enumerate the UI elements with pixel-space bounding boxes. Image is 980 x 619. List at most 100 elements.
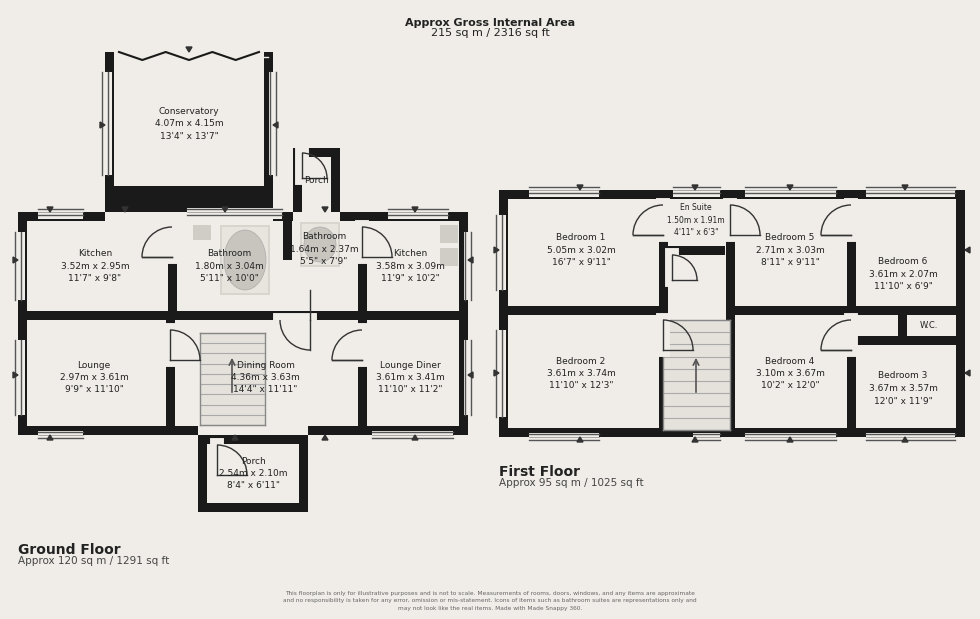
Bar <box>168 212 177 320</box>
Bar <box>866 433 955 444</box>
Polygon shape <box>412 207 418 212</box>
Bar <box>168 227 178 257</box>
Polygon shape <box>692 437 698 442</box>
Polygon shape <box>787 185 793 190</box>
Bar <box>207 444 299 503</box>
Bar <box>125 52 133 61</box>
Bar <box>293 212 340 221</box>
Bar <box>293 157 302 212</box>
Text: Dining Room
4.36m x 3.63m
14'4" x 11'11": Dining Room 4.36m x 3.63m 14'4" x 11'11" <box>231 360 300 394</box>
Bar <box>300 222 340 267</box>
Polygon shape <box>965 370 970 376</box>
Bar <box>264 52 273 195</box>
Bar <box>18 212 27 320</box>
Bar <box>659 320 669 350</box>
Text: Bedroom 6
3.61m x 2.07m
11'10" x 6'9": Bedroom 6 3.61m x 2.07m 11'10" x 6'9" <box>868 257 938 291</box>
Text: Kitchen
3.52m x 2.95m
11'7" x 9'8": Kitchen 3.52m x 2.95m 11'7" x 9'8" <box>61 249 129 283</box>
Polygon shape <box>100 122 105 128</box>
Polygon shape <box>494 247 499 253</box>
Bar <box>105 212 273 221</box>
Bar <box>508 306 663 315</box>
Bar <box>269 72 280 175</box>
Text: First Floor: First Floor <box>499 465 580 479</box>
Bar <box>673 186 720 197</box>
Text: Conservatory
4.07m x 4.15m
13'4" x 13'7": Conservatory 4.07m x 4.15m 13'4" x 13'7" <box>155 106 223 141</box>
Bar <box>148 52 156 61</box>
Bar <box>198 435 207 512</box>
Polygon shape <box>13 257 18 263</box>
Bar <box>440 225 458 243</box>
Polygon shape <box>47 207 53 212</box>
Bar <box>659 190 668 437</box>
Bar <box>529 433 599 444</box>
Text: 215 sq m / 2316 sq ft: 215 sq m / 2316 sq ft <box>430 28 550 38</box>
Polygon shape <box>222 207 228 212</box>
Bar <box>464 232 475 300</box>
Bar <box>18 320 27 435</box>
Bar <box>114 61 264 186</box>
Polygon shape <box>412 435 418 440</box>
Text: Bathroom
1.64m x 2.37m
5'5" x 7'9": Bathroom 1.64m x 2.37m 5'5" x 7'9" <box>290 232 359 266</box>
Bar <box>693 433 720 444</box>
Bar <box>847 205 857 235</box>
Bar <box>302 157 331 203</box>
Bar <box>27 221 459 311</box>
Bar <box>299 435 308 512</box>
Bar <box>440 248 458 266</box>
Bar <box>898 310 907 340</box>
Bar <box>358 227 368 257</box>
Text: Approx Gross Internal Area: Approx Gross Internal Area <box>405 18 575 28</box>
Bar <box>459 320 468 435</box>
Bar <box>198 503 308 512</box>
Text: Approx 120 sq m / 1291 sq ft: Approx 120 sq m / 1291 sq ft <box>18 556 170 566</box>
Bar <box>105 195 273 212</box>
Bar <box>18 212 468 221</box>
Text: En Suite
1.50m x 1.91m
4'11" x 6'3": En Suite 1.50m x 1.91m 4'11" x 6'3" <box>667 203 725 237</box>
Bar <box>242 52 250 61</box>
Text: Lounge Diner
3.61m x 3.41m
11'10" x 11'2": Lounge Diner 3.61m x 3.41m 11'10" x 11'2… <box>375 360 444 394</box>
Polygon shape <box>122 207 128 212</box>
Bar <box>18 311 468 320</box>
Bar <box>866 186 955 197</box>
Bar <box>499 190 508 437</box>
Bar <box>105 186 273 195</box>
Polygon shape <box>322 207 328 212</box>
Bar <box>302 224 338 265</box>
Bar <box>331 157 340 212</box>
Polygon shape <box>577 185 583 190</box>
Polygon shape <box>47 435 53 440</box>
Bar <box>464 340 475 415</box>
Text: Bedroom 2
3.61m x 3.74m
11'10" x 12'3": Bedroom 2 3.61m x 3.74m 11'10" x 12'3" <box>547 357 615 391</box>
Bar <box>166 320 175 435</box>
Bar <box>101 72 112 175</box>
Bar <box>218 52 226 61</box>
Bar <box>855 336 960 345</box>
Text: Bedroom 1
5.05m x 3.02m
16'7" x 9'11": Bedroom 1 5.05m x 3.02m 16'7" x 9'11" <box>547 233 615 267</box>
Bar <box>280 316 310 326</box>
Bar <box>38 431 83 442</box>
Bar <box>372 431 453 442</box>
Bar <box>726 205 736 235</box>
Bar <box>220 225 270 295</box>
Polygon shape <box>692 185 698 190</box>
Polygon shape <box>232 435 238 440</box>
Polygon shape <box>577 437 583 442</box>
Polygon shape <box>902 185 908 190</box>
Text: W.C.: W.C. <box>919 321 938 329</box>
Polygon shape <box>322 435 328 440</box>
Bar <box>293 148 340 157</box>
Text: Approx 95 sq m / 1025 sq ft: Approx 95 sq m / 1025 sq ft <box>499 478 644 488</box>
Text: Ground Floor: Ground Floor <box>18 543 121 557</box>
Polygon shape <box>965 247 970 253</box>
Text: Porch
2.54m x 2.10m
8'4" x 6'11": Porch 2.54m x 2.10m 8'4" x 6'11" <box>219 456 287 490</box>
Bar <box>388 208 448 219</box>
Text: Kitchen
3.58m x 3.09m
11'9" x 10'2": Kitchen 3.58m x 3.09m 11'9" x 10'2" <box>375 249 445 283</box>
Text: Lounge
2.97m x 3.61m
9'9" x 11'10": Lounge 2.97m x 3.61m 9'9" x 11'10" <box>60 360 128 394</box>
Bar <box>198 435 308 444</box>
Polygon shape <box>494 370 499 376</box>
Ellipse shape <box>304 227 336 262</box>
Bar <box>14 232 25 300</box>
Bar <box>734 306 956 315</box>
Bar <box>193 225 211 240</box>
Text: Bedroom 3
3.67m x 3.57m
12'0" x 11'9": Bedroom 3 3.67m x 3.57m 12'0" x 11'9" <box>868 371 938 405</box>
